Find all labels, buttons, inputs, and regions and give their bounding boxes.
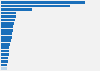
Bar xyxy=(1,5,70,7)
Bar xyxy=(1,8,32,11)
Bar xyxy=(1,1,85,4)
Bar xyxy=(1,22,14,25)
Bar xyxy=(1,12,16,14)
Bar xyxy=(1,36,12,39)
Bar xyxy=(1,50,9,52)
Bar xyxy=(1,46,10,49)
Bar xyxy=(1,25,14,28)
Bar xyxy=(1,32,12,35)
Bar xyxy=(1,19,15,21)
Bar xyxy=(1,29,13,32)
Bar xyxy=(1,60,8,63)
Bar xyxy=(1,53,9,56)
Bar xyxy=(1,57,8,59)
Bar xyxy=(1,43,10,46)
Bar xyxy=(1,67,7,70)
Bar xyxy=(1,64,7,66)
Bar xyxy=(1,15,16,18)
Bar xyxy=(1,39,11,42)
